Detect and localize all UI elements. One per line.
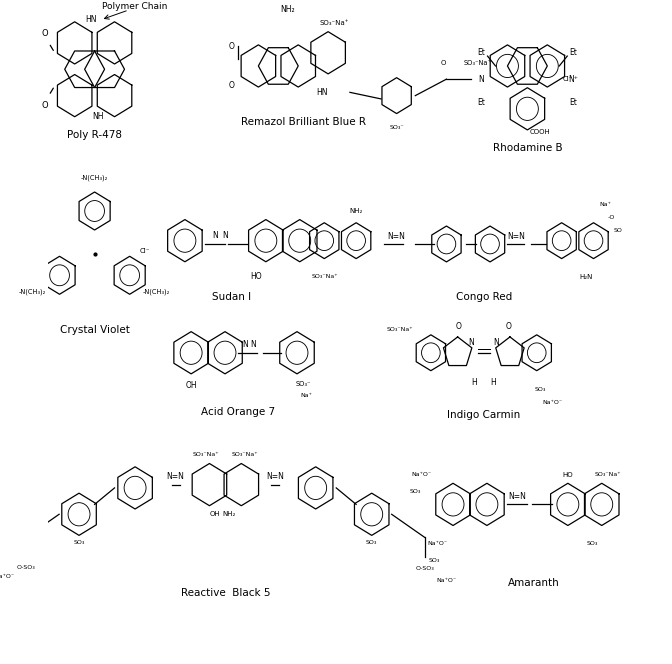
Text: HO: HO [562, 471, 573, 477]
Text: SO₃: SO₃ [366, 540, 378, 545]
Text: Na⁺O⁻: Na⁺O⁻ [427, 541, 447, 546]
Text: N=N: N=N [388, 232, 406, 240]
Text: Na⁺O⁻: Na⁺O⁻ [542, 400, 562, 404]
Text: N: N [243, 341, 248, 349]
Text: SO₃⁻: SO₃⁻ [389, 125, 404, 129]
Text: Et: Et [478, 48, 485, 57]
Text: N: N [478, 74, 485, 84]
Text: Et: Et [569, 98, 577, 107]
Text: H: H [472, 378, 477, 387]
Text: SO: SO [614, 228, 622, 233]
Text: -N(CH₃)₂: -N(CH₃)₂ [81, 175, 108, 181]
Text: N: N [468, 339, 474, 347]
Text: O: O [441, 60, 446, 66]
Text: Remazol Brilliant Blue R: Remazol Brilliant Blue R [241, 117, 366, 127]
Text: Et: Et [478, 98, 485, 107]
Text: H₂N: H₂N [580, 274, 593, 280]
Text: Et: Et [569, 48, 577, 57]
Text: NH₂: NH₂ [349, 208, 363, 214]
Text: -O: -O [607, 215, 615, 220]
Text: -N(CH₃)₂: -N(CH₃)₂ [19, 289, 46, 295]
Text: Polymer Chain: Polymer Chain [102, 2, 168, 11]
Text: Cl⁻: Cl⁻ [139, 248, 150, 254]
Text: HO: HO [251, 272, 262, 282]
Text: N=N: N=N [509, 492, 526, 501]
Text: Acid Orange 7: Acid Orange 7 [201, 407, 275, 417]
Text: SO₃: SO₃ [410, 489, 421, 494]
Text: N⁺: N⁺ [569, 74, 578, 84]
Text: N=N: N=N [266, 472, 284, 481]
Text: H: H [491, 378, 496, 387]
Text: SO₃: SO₃ [73, 540, 85, 545]
Text: N: N [222, 231, 228, 240]
Text: NH₂: NH₂ [280, 5, 295, 15]
Text: Amaranth: Amaranth [508, 578, 560, 588]
Text: SO₃⁻Na⁺: SO₃⁻Na⁺ [312, 274, 338, 280]
Text: SO₃: SO₃ [587, 541, 599, 546]
Text: N: N [493, 339, 499, 347]
Text: Sudan I: Sudan I [212, 291, 251, 301]
Text: COOH: COOH [530, 129, 550, 135]
Text: N=N: N=N [167, 472, 185, 481]
Text: N: N [212, 231, 218, 240]
Text: O-SO₃: O-SO₃ [17, 564, 36, 570]
Text: SO₃⁻Na⁺: SO₃⁻Na⁺ [386, 327, 413, 332]
Text: Rhodamine B: Rhodamine B [493, 143, 562, 153]
Text: Poly R-478: Poly R-478 [67, 130, 122, 140]
Text: OH: OH [185, 381, 197, 390]
Text: SO₃: SO₃ [428, 558, 439, 563]
Text: Cl⁻: Cl⁻ [562, 76, 573, 82]
Text: O: O [228, 42, 235, 50]
Text: SO₃⁻Na⁺: SO₃⁻Na⁺ [192, 452, 218, 457]
Text: SO₃⁻Na⁺: SO₃⁻Na⁺ [320, 20, 349, 26]
Text: Na⁺O⁻: Na⁺O⁻ [0, 574, 14, 580]
Text: Reactive  Black 5: Reactive Black 5 [181, 588, 270, 598]
Text: HN: HN [86, 15, 97, 25]
Text: O-SO₃: O-SO₃ [415, 566, 434, 572]
Text: O: O [42, 101, 48, 110]
Text: SO₃⁻Na⁺: SO₃⁻Na⁺ [595, 472, 622, 477]
Text: Congo Red: Congo Red [456, 291, 512, 301]
Text: N=N: N=N [507, 232, 525, 240]
Text: OH: OH [210, 511, 220, 517]
Text: SO₃⁻Na⁺: SO₃⁻Na⁺ [232, 452, 259, 457]
Text: HN: HN [316, 88, 328, 97]
Text: Indigo Carmin: Indigo Carmin [447, 410, 520, 420]
Text: Na⁺O⁻: Na⁺O⁻ [436, 578, 456, 583]
Text: NH₂: NH₂ [222, 511, 236, 517]
Text: O: O [42, 29, 48, 37]
Text: NH: NH [92, 112, 103, 122]
Text: Na⁺: Na⁺ [599, 202, 611, 207]
Text: Crystal Violet: Crystal Violet [60, 325, 130, 335]
Text: N: N [251, 341, 256, 349]
Text: Na⁺: Na⁺ [300, 393, 312, 398]
Text: -N(CH₃)₂: -N(CH₃)₂ [143, 289, 170, 295]
Text: Na⁺O⁻: Na⁺O⁻ [411, 472, 431, 477]
Text: O: O [228, 81, 235, 90]
Text: SO₃⁻Na⁺: SO₃⁻Na⁺ [464, 60, 492, 66]
Text: O: O [456, 322, 462, 331]
Text: SO₃: SO₃ [534, 386, 546, 392]
Text: SO₃⁻: SO₃⁻ [296, 381, 311, 387]
Text: O: O [506, 322, 511, 331]
